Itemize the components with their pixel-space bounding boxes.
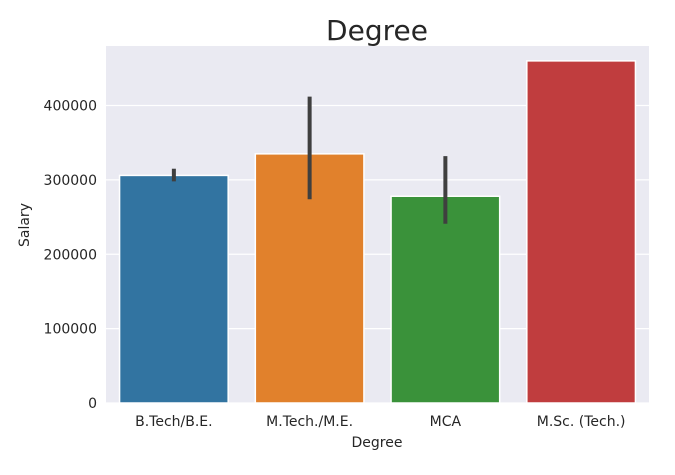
- x-axis-label: Degree: [352, 435, 403, 451]
- error-bars: [171, 96, 448, 224]
- bar: [118, 174, 229, 404]
- x-tick-label: B.Tech/B.E.: [135, 414, 212, 430]
- bar: [390, 195, 501, 404]
- y-tick-labels: 0 100000 200000 300000 400000: [44, 99, 97, 413]
- y-tick-label: 300000: [44, 173, 97, 189]
- x-tick-label: M.Tech./M.E.: [266, 414, 353, 430]
- x-tick-label: M.Sc. (Tech.): [537, 414, 626, 430]
- bar: [526, 60, 637, 404]
- chart-title: Degree: [326, 14, 428, 47]
- x-tick-labels: B.Tech/B.E. M.Tech./M.E. MCA M.Sc. (Tech.): [135, 414, 625, 430]
- y-axis-label: Salary: [17, 203, 33, 247]
- x-tick-label: MCA: [430, 414, 462, 430]
- y-tick-label: 400000: [44, 99, 97, 115]
- y-tick-label: 100000: [44, 322, 97, 338]
- y-tick-label: 0: [88, 396, 97, 412]
- y-tick-label: 200000: [44, 247, 97, 263]
